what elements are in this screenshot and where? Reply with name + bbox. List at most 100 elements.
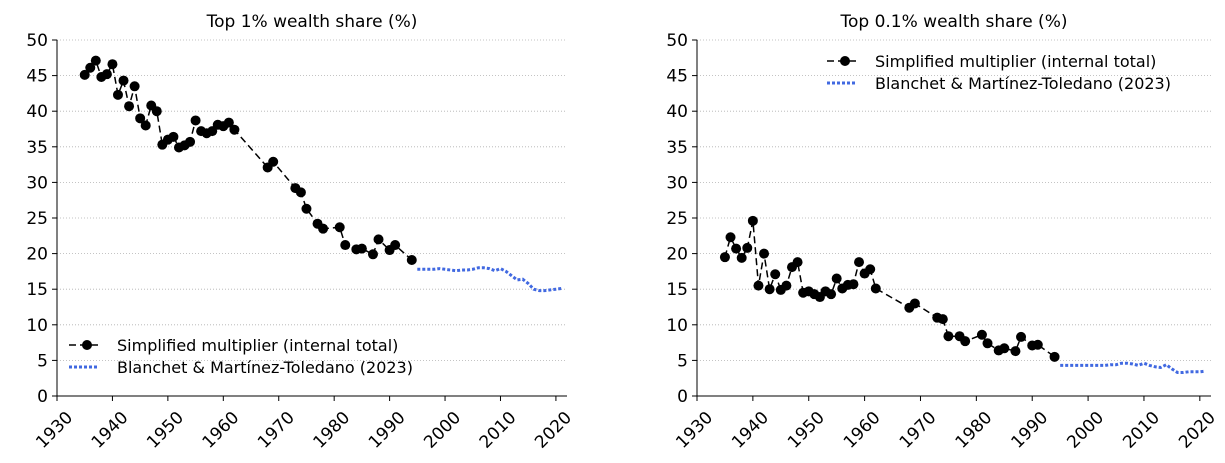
- y-tick-label: 30: [666, 173, 688, 193]
- data-point: [112, 89, 123, 100]
- data-point: [124, 101, 135, 112]
- y-tick-label: 15: [666, 280, 688, 300]
- data-point: [960, 336, 971, 347]
- x-tick-label: 1990: [1008, 408, 1053, 453]
- data-point: [356, 243, 367, 254]
- x-tick-label: 1940: [88, 408, 133, 453]
- data-point: [79, 69, 90, 80]
- data-point: [870, 283, 881, 294]
- y-tick-label: 25: [666, 209, 688, 229]
- data-point: [185, 136, 196, 147]
- data-point: [943, 331, 954, 342]
- y-tick-label: 40: [666, 102, 688, 122]
- x-tick-label: 2010: [1119, 408, 1164, 453]
- data-point: [140, 120, 151, 131]
- x-tick-label: 1930: [32, 408, 77, 453]
- data-point: [826, 289, 837, 300]
- data-point: [731, 243, 742, 254]
- data-point: [759, 248, 770, 259]
- data-point: [1049, 351, 1060, 362]
- legend-label: Simplified multiplier (internal total): [117, 336, 398, 355]
- data-point: [318, 223, 329, 234]
- data-point: [334, 222, 345, 233]
- data-point: [747, 215, 758, 226]
- y-tick-label: 20: [26, 245, 48, 265]
- series-line-blanchet: [417, 266, 562, 293]
- data-point: [770, 269, 781, 280]
- x-tick-label: 1980: [952, 408, 997, 453]
- x-tick-label: 1960: [199, 408, 244, 453]
- data-point: [742, 242, 753, 253]
- x-tick-label: 2000: [420, 408, 465, 453]
- legend-marker: [82, 340, 92, 350]
- data-point: [764, 284, 775, 295]
- data-point: [151, 106, 162, 117]
- data-point: [101, 69, 112, 80]
- chart-top-0-1-percent: 0 5 10 15 20 25 30 35 40 45 50 1930 1940 1950 1960 1970…: [666, 12, 1219, 453]
- data-point: [865, 264, 876, 275]
- y-tick-label: 50: [26, 31, 48, 51]
- data-point: [168, 131, 179, 142]
- data-point: [1010, 346, 1021, 357]
- x-tick-label: 1980: [309, 408, 354, 453]
- chart-top-1-percent: 0 5 10 15 20 25 30 35 40 45 50 1930 1940 1950 1960 1970…: [26, 12, 576, 453]
- y-tick-label: 40: [26, 102, 48, 122]
- y-tick-label: 5: [37, 351, 48, 371]
- chart-title: Top 0.1% wealth share (%): [840, 12, 1068, 32]
- y-tick-label: 0: [37, 387, 48, 407]
- data-point: [937, 314, 948, 325]
- data-point: [999, 343, 1010, 354]
- data-point: [340, 240, 351, 251]
- y-tick-label: 0: [677, 387, 688, 407]
- x-tick-label: 1970: [254, 408, 299, 453]
- data-point: [406, 255, 417, 266]
- data-point: [190, 115, 201, 126]
- data-point: [135, 113, 146, 124]
- y-tick-label: 5: [677, 351, 688, 371]
- legend-label: Simplified multiplier (internal total): [875, 52, 1156, 71]
- data-point: [719, 252, 730, 263]
- y-tick-label: 45: [26, 67, 48, 87]
- y-tick-label: 50: [666, 31, 688, 51]
- data-point: [295, 187, 306, 198]
- x-tick-label: 1970: [896, 408, 941, 453]
- data-point: [1016, 331, 1027, 342]
- y-tick-label: 35: [26, 138, 48, 158]
- legend-label: Blanchet & Martínez-Toledano (2023): [117, 358, 413, 377]
- series-line-blanchet: [1060, 361, 1206, 374]
- y-tick-label: 30: [26, 173, 48, 193]
- data-point: [118, 75, 129, 86]
- legend-marker: [840, 56, 850, 66]
- x-tick-label: 1960: [840, 408, 885, 453]
- data-point: [976, 329, 987, 340]
- data-point: [367, 249, 378, 260]
- data-point: [373, 234, 384, 245]
- data-point: [85, 62, 96, 73]
- data-point: [268, 156, 279, 167]
- data-point: [107, 59, 118, 70]
- x-tick-label: 1950: [143, 408, 188, 453]
- data-point: [831, 273, 842, 284]
- x-tick-label: 2020: [531, 408, 576, 453]
- y-tick-label: 25: [26, 209, 48, 229]
- y-tick-label: 35: [666, 138, 688, 158]
- data-point: [725, 232, 736, 243]
- data-point: [781, 280, 792, 291]
- x-tick-label: 2020: [1175, 408, 1220, 453]
- data-point: [90, 55, 101, 66]
- data-point: [792, 257, 803, 268]
- data-point: [129, 81, 140, 92]
- x-tick-label: 2010: [476, 408, 521, 453]
- data-point: [223, 117, 234, 128]
- y-tick-label: 45: [666, 67, 688, 87]
- x-tick-label: 1940: [728, 408, 773, 453]
- data-point: [854, 257, 865, 268]
- x-tick-label: 2000: [1063, 408, 1108, 453]
- data-point: [736, 252, 747, 263]
- data-point: [390, 240, 401, 251]
- data-point: [909, 298, 920, 309]
- data-point: [982, 338, 993, 349]
- data-point: [229, 124, 240, 135]
